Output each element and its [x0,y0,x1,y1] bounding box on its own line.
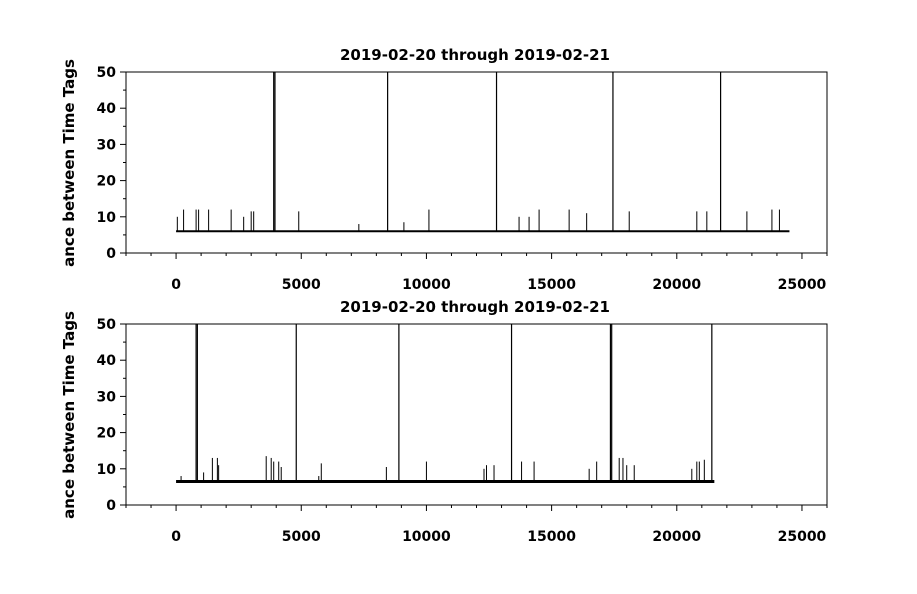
y-axis-ticks: 0 10 20 30 40 50 [97,65,126,262]
x-tick-label: 15000 [527,277,576,293]
y-axis-label: ance between Time Tags [60,59,78,267]
y-tick-label: 30 [97,389,117,405]
x-axis-ticks: 0 5000 10000 15000 20000 25000 [125,505,828,545]
chart-panel-bottom: 2019-02-20 through 2019-02-21 ance betwe… [60,298,828,545]
data-series [176,72,790,233]
x-tick-label: 5000 [282,277,321,293]
data-series [176,324,715,483]
x-tick-label: 20000 [652,277,701,293]
x-tick-label: 5000 [282,529,321,545]
y-tick-label: 0 [106,246,116,262]
x-tick-label: 15000 [527,529,576,545]
x-tick-label: 0 [171,529,181,545]
x-tick-label: 10000 [402,277,451,293]
y-tick-label: 40 [97,101,117,117]
plot-frame [125,323,828,506]
x-tick-label: 10000 [402,529,451,545]
chart-panel-top: 2019-02-20 through 2019-02-21 ance betwe… [60,46,828,293]
x-tick-label: 25000 [778,529,827,545]
x-axis-ticks: 0 5000 10000 15000 20000 25000 [125,253,828,293]
x-tick-label: 25000 [778,277,827,293]
y-tick-label: 20 [97,174,117,190]
y-tick-label: 10 [97,462,117,478]
y-tick-label: 30 [97,137,117,153]
y-tick-label: 50 [97,317,117,333]
y-tick-label: 20 [97,426,117,442]
y-axis-ticks: 0 10 20 30 40 50 [97,317,126,514]
y-tick-label: 10 [97,210,117,226]
chart-title: 2019-02-20 through 2019-02-21 [340,298,610,316]
y-tick-label: 0 [106,498,116,514]
y-axis-label: ance between Time Tags [60,311,78,519]
chart-title: 2019-02-20 through 2019-02-21 [340,46,610,64]
x-tick-label: 20000 [652,529,701,545]
x-tick-label: 0 [171,277,181,293]
y-tick-label: 40 [97,353,117,369]
y-tick-label: 50 [97,65,117,81]
